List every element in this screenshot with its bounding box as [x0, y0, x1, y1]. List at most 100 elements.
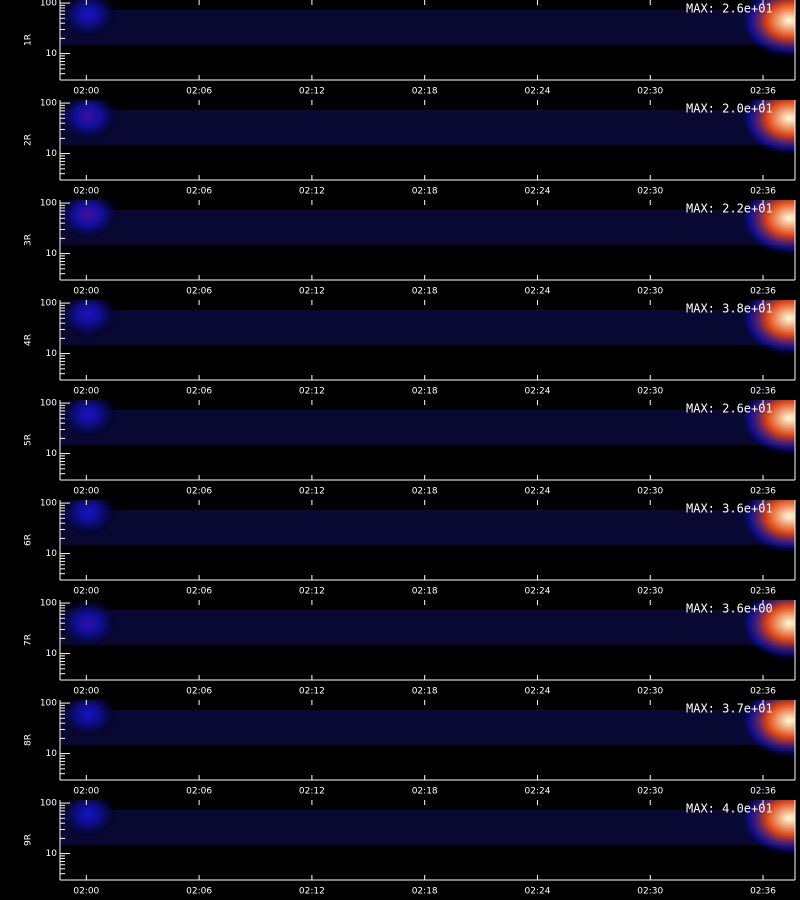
- intensity-blob: [739, 500, 795, 555]
- x-tick-label: 02:06: [186, 587, 212, 597]
- max-annotation: MAX: 3.6e+01: [686, 502, 773, 516]
- x-tick-label: 02:06: [186, 687, 212, 697]
- x-tick-label: 02:36: [750, 387, 776, 397]
- x-tick-label: 02:18: [412, 387, 438, 397]
- x-tick-label: 02:24: [524, 887, 550, 897]
- x-tick-label: 02:24: [524, 287, 550, 297]
- y-axis-label: 6R: [24, 534, 34, 546]
- intensity-blob: [739, 100, 795, 157]
- background-band: [60, 510, 795, 545]
- x-tick-label: 02:36: [750, 287, 776, 297]
- y-tick-label: 100: [40, 399, 57, 409]
- x-tick-label: 02:18: [412, 887, 438, 897]
- y-axis-label: 3R: [24, 234, 34, 246]
- x-tick-label: 02:12: [299, 387, 325, 397]
- x-tick-label: 02:00: [73, 387, 99, 397]
- intensity-blob: [60, 500, 118, 537]
- x-tick-label: 02:00: [73, 787, 99, 797]
- y-tick-label: 100: [40, 599, 57, 609]
- y-tick-label: 100: [40, 199, 57, 209]
- background-band: [60, 710, 795, 745]
- x-tick-label: 02:24: [524, 687, 550, 697]
- x-tick-label: 02:36: [750, 187, 776, 197]
- x-tick-label: 02:06: [186, 87, 212, 97]
- panel: 10 100 02:00 02:06 02:12 02:18 02:24 02:30 02:36…: [24, 99, 796, 197]
- intensity-blob: [60, 300, 118, 339]
- background-band: [60, 10, 795, 45]
- x-tick-label: 02:06: [186, 887, 212, 897]
- y-tick-label: 100: [40, 499, 57, 509]
- panel: 10 100 02:00 02:06 02:12 02:18 02:24 02:30 02:36…: [24, 399, 796, 497]
- x-tick-label: 02:36: [750, 687, 776, 697]
- x-tick-label: 02:12: [299, 187, 325, 197]
- y-tick-label: 100: [40, 299, 57, 309]
- intensity-blob: [60, 0, 118, 39]
- max-annotation: MAX: 2.6e+01: [686, 402, 773, 416]
- y-tick-label: 10: [46, 649, 58, 659]
- x-tick-label: 02:30: [637, 887, 663, 897]
- x-tick-label: 02:30: [637, 687, 663, 697]
- panel: 10 100 02:00 02:06 02:12 02:18 02:24 02:30 02:36…: [24, 799, 796, 897]
- y-tick-label: 10: [46, 549, 58, 559]
- y-axis-label: 9R: [24, 834, 34, 846]
- panel: 10 100 02:00 02:06 02:12 02:18 02:24 02:30 02:36…: [24, 499, 796, 597]
- y-axis-label: 8R: [24, 734, 34, 746]
- panel: 10 100 02:00 02:06 02:12 02:18 02:24 02:30 02:36…: [24, 0, 796, 97]
- x-tick-label: 02:12: [299, 587, 325, 597]
- x-tick-label: 02:30: [637, 787, 663, 797]
- y-tick-label: 100: [40, 699, 57, 709]
- max-annotation: MAX: 4.0e+01: [686, 802, 773, 816]
- panel: 10 100 02:00 02:06 02:12 02:18 02:24 02:30 02:36…: [24, 199, 796, 297]
- x-tick-label: 02:06: [186, 287, 212, 297]
- x-tick-label: 02:24: [524, 487, 550, 497]
- max-annotation: MAX: 2.0e+01: [686, 102, 773, 116]
- x-tick-label: 02:12: [299, 687, 325, 697]
- x-tick-label: 02:00: [73, 87, 99, 97]
- x-tick-label: 02:30: [637, 387, 663, 397]
- x-tick-label: 02:00: [73, 887, 99, 897]
- intensity-blob: [739, 700, 795, 759]
- x-tick-label: 02:18: [412, 687, 438, 697]
- x-tick-label: 02:00: [73, 287, 99, 297]
- x-tick-label: 02:12: [299, 87, 325, 97]
- y-axis-label: 2R: [24, 134, 34, 146]
- x-tick-label: 02:24: [524, 587, 550, 597]
- background-band: [60, 610, 795, 645]
- panel: 10 100 02:00 02:06 02:12 02:18 02:24 02:30 02:36…: [24, 599, 796, 697]
- x-tick-label: 02:12: [299, 787, 325, 797]
- x-tick-label: 02:00: [73, 587, 99, 597]
- x-tick-label: 02:00: [73, 487, 99, 497]
- x-tick-label: 02:12: [299, 287, 325, 297]
- y-tick-label: 10: [46, 249, 58, 259]
- intensity-blob: [60, 100, 119, 142]
- x-tick-label: 02:12: [299, 887, 325, 897]
- intensity-blob: [739, 0, 795, 59]
- x-tick-label: 02:12: [299, 487, 325, 497]
- panel: 10 100 02:00 02:06 02:12 02:18 02:24 02:30 02:36…: [24, 699, 796, 797]
- max-annotation: MAX: 3.8e+01: [686, 302, 773, 316]
- x-tick-label: 02:18: [412, 487, 438, 497]
- y-axis-label: 1R: [24, 34, 34, 46]
- x-tick-label: 02:06: [186, 487, 212, 497]
- x-tick-label: 02:36: [750, 787, 776, 797]
- x-tick-label: 02:18: [412, 287, 438, 297]
- x-tick-label: 02:18: [412, 587, 438, 597]
- x-tick-label: 02:30: [637, 87, 663, 97]
- x-tick-label: 02:30: [637, 587, 663, 597]
- max-annotation: MAX: 2.6e+01: [686, 2, 773, 16]
- x-tick-label: 02:36: [750, 587, 776, 597]
- intensity-blob: [739, 300, 795, 357]
- x-tick-label: 02:30: [637, 487, 663, 497]
- y-axis-label: 5R: [24, 434, 34, 446]
- intensity-blob: [60, 200, 120, 240]
- panel: 10 100 02:00 02:06 02:12 02:18 02:24 02:30 02:36…: [24, 299, 796, 397]
- x-tick-label: 02:30: [637, 287, 663, 297]
- x-tick-label: 02:36: [750, 887, 776, 897]
- y-tick-label: 10: [46, 749, 58, 759]
- x-tick-label: 02:36: [750, 487, 776, 497]
- background-band: [60, 110, 795, 145]
- intensity-blob: [739, 800, 795, 857]
- y-tick-label: 10: [46, 849, 58, 859]
